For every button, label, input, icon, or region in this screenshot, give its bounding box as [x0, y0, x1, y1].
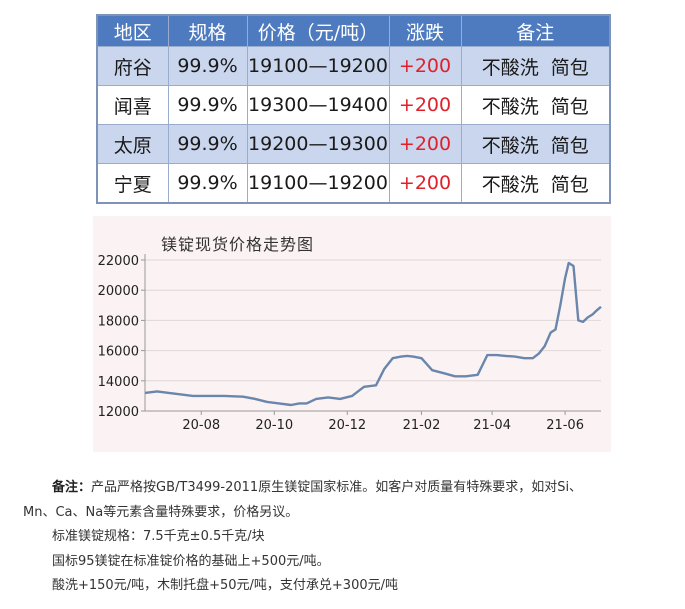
cell-region: 府谷	[96, 46, 169, 86]
cell-change: +200	[388, 124, 462, 164]
note-line-4: 国标95镁锭在标准锭价格的基础上+500元/吨。	[52, 553, 330, 569]
note-label: 备注：	[52, 480, 92, 495]
y-tick-label: 16000	[98, 345, 139, 360]
cell-region: 闻喜	[96, 85, 169, 125]
header-price: 价格（元/吨）	[246, 14, 390, 47]
price-trend-chart: 镁锭现货价格走势图 12000 14000 16000 18000 20000 22000…	[93, 216, 611, 452]
series-line	[144, 261, 602, 407]
cell-remark: 不酸洗 简包	[460, 46, 611, 86]
chart-title: 镁锭现货价格走势图	[161, 235, 315, 254]
x-tick-label: 21-02	[403, 418, 441, 433]
table-row: 闻喜 99.9% 19300—19400 +200 不酸洗 简包	[96, 85, 611, 125]
cell-spec: 99.9%	[167, 85, 248, 125]
note-line-3: 标准镁锭规格：7.5千克±0.5千克/块	[52, 529, 265, 544]
cell-remark: 不酸洗 简包	[460, 124, 611, 164]
cell-change: +200	[388, 85, 462, 125]
y-tick-label: 14000	[98, 375, 139, 390]
cell-spec: 99.9%	[167, 124, 248, 164]
header-region: 地区	[96, 14, 169, 47]
cell-change: +200	[388, 163, 462, 204]
cell-price: 19100—19200	[246, 46, 390, 86]
cell-spec: 99.9%	[167, 46, 248, 86]
y-tick-label: 18000	[98, 314, 139, 329]
x-tick-label: 21-06	[546, 418, 584, 433]
cell-price: 19300—19400	[246, 85, 390, 125]
y-tick-label: 22000	[98, 254, 139, 269]
header-spec: 规格	[167, 14, 248, 47]
x-tick-label: 20-08	[182, 418, 220, 433]
note-line-2: Mn、Ca、Na等元素含量特殊要求，价格另议。	[23, 504, 299, 520]
table-row: 宁夏 99.9% 19100—19200 +200 不酸洗 简包	[96, 163, 611, 204]
table-row: 太原 99.9% 19200—19300 +200 不酸洗 简包	[96, 124, 611, 164]
table-row: 府谷 99.9% 19100—19200 +200 不酸洗 简包	[96, 46, 611, 86]
price-table: 地区 规格 价格（元/吨） 涨跌 备注 府谷 99.9% 19100—19200…	[96, 14, 611, 204]
cell-change: +200	[388, 46, 462, 86]
notes-section: 备注：产品严格按GB/T3499-2011原生镁锭国家标准。如客户对质量有特殊要…	[0, 476, 685, 599]
x-tick-label: 21-04	[473, 418, 511, 433]
cell-region: 宁夏	[96, 163, 169, 204]
cell-spec: 99.9%	[167, 163, 248, 204]
cell-price: 19200—19300	[246, 124, 390, 164]
cell-price: 19100—19200	[246, 163, 390, 204]
cell-region: 太原	[96, 124, 169, 164]
y-tick-label: 20000	[98, 284, 139, 299]
note-line-1: 备注：产品严格按GB/T3499-2011原生镁锭国家标准。如客户对质量有特殊要…	[0, 476, 685, 501]
note-text-1: 产品严格按GB/T3499-2011原生镁锭国家标准。如客户对质量有特殊要求，如…	[91, 480, 583, 495]
note-line-5: 酸洗+150元/吨，木制托盘+50元/吨，支付承兑+300元/吨	[52, 578, 398, 593]
x-tick-label: 20-12	[328, 418, 366, 433]
cell-remark: 不酸洗 简包	[460, 163, 611, 204]
header-remark: 备注	[460, 14, 611, 47]
table-header-row: 地区 规格 价格（元/吨） 涨跌 备注	[96, 14, 611, 47]
x-tick-label: 20-10	[255, 418, 293, 433]
header-change: 涨跌	[388, 14, 462, 47]
y-tick-label: 12000	[98, 405, 139, 420]
chart-svg: 12000 14000 16000 18000 20000 22000 20-08 20-10…	[98, 254, 602, 433]
cell-remark: 不酸洗 简包	[460, 85, 611, 125]
